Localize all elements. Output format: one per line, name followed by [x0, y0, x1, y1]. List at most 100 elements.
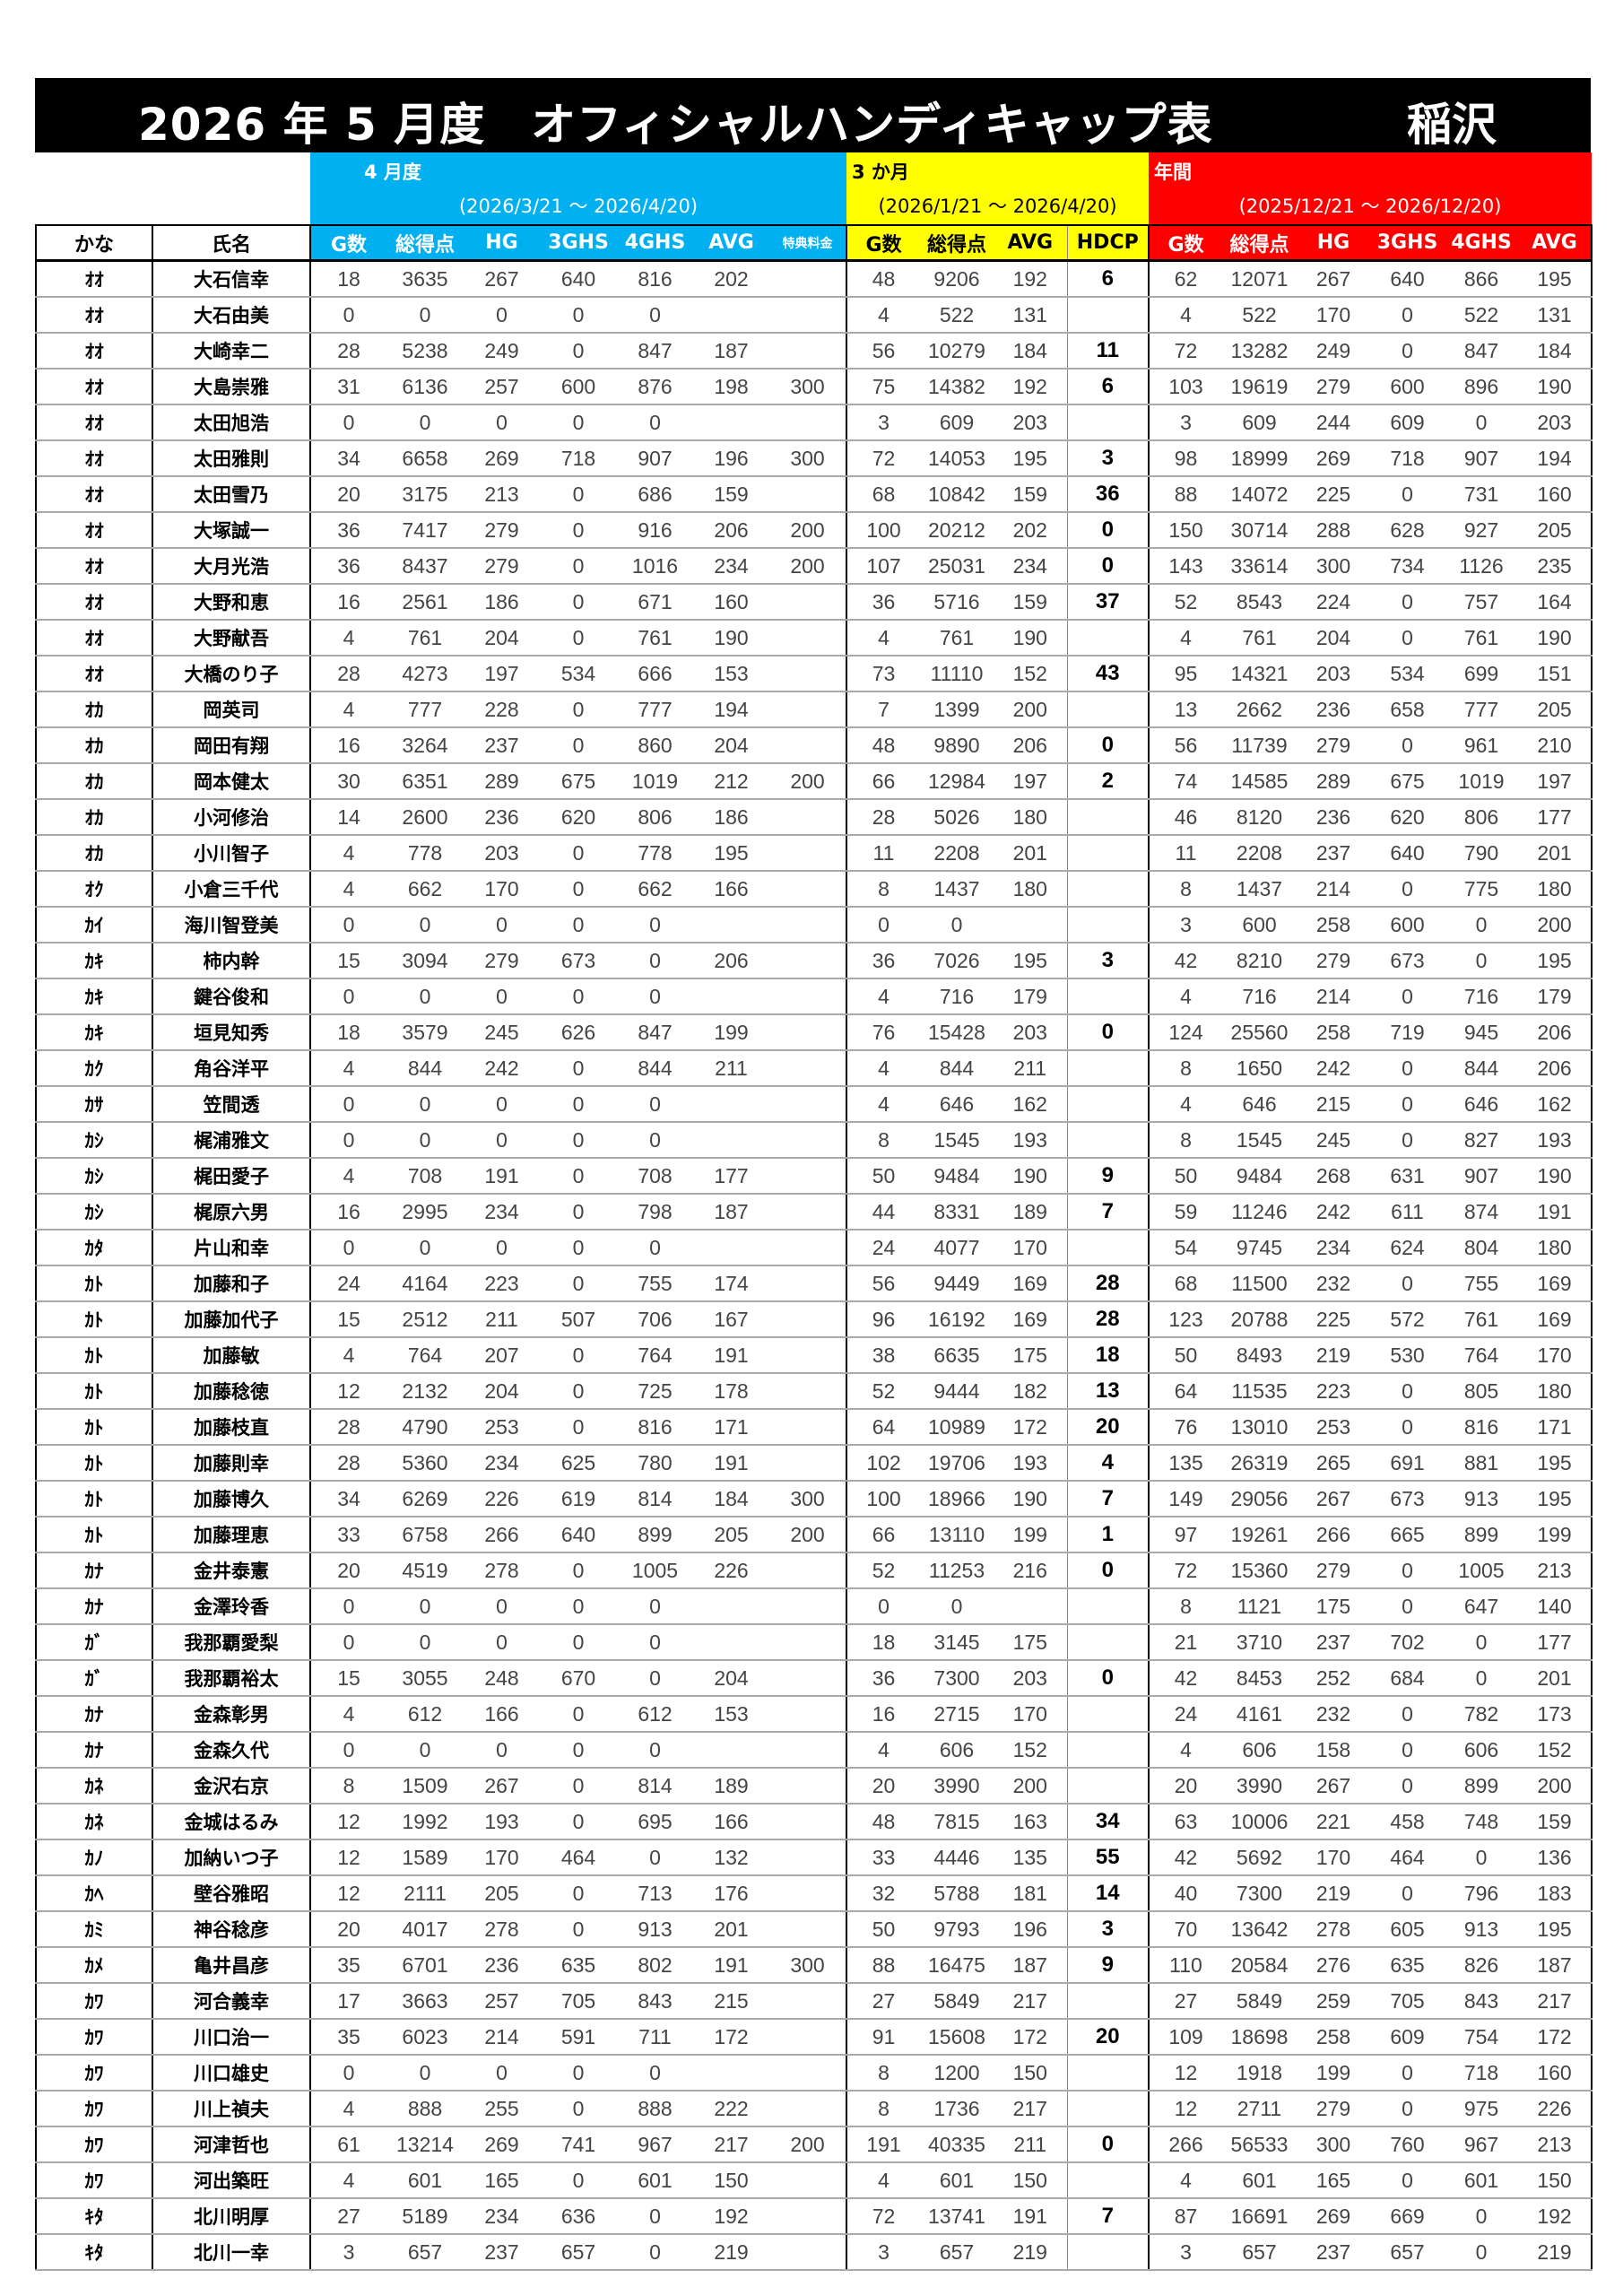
value-cell — [693, 297, 769, 334]
value-cell: 716 — [1445, 978, 1518, 1015]
table-row: ｶｲ 海川智登美 0 0 0 0 0 0 0 3 600 258 600 0 200 — [35, 907, 1593, 944]
hdcp-cell — [1066, 1230, 1149, 1266]
value-cell: 206 — [994, 727, 1067, 764]
value-cell: 150 — [994, 2162, 1067, 2199]
value-cell: 170 — [1518, 1337, 1593, 1374]
value-cell: 635 — [540, 1947, 617, 1984]
value-cell: 170 — [1297, 297, 1370, 334]
value-cell: 1437 — [920, 871, 994, 908]
value-cell: 166 — [693, 871, 769, 908]
value-cell: 2711 — [1222, 2091, 1297, 2127]
kana-cell: ｶｷ — [35, 978, 152, 1015]
value-cell: 967 — [1445, 2126, 1518, 2163]
value-cell: 12 — [309, 1875, 386, 1912]
value-cell: 530 — [1370, 1337, 1445, 1374]
value-cell: 19619 — [1222, 369, 1297, 405]
value-cell: 725 — [617, 1373, 693, 1410]
name-cell: 梶浦雅文 — [152, 1122, 310, 1159]
name-cell: 大野献吾 — [152, 620, 310, 657]
value-cell: 0 — [386, 2055, 464, 2092]
value-cell: 4 — [1148, 978, 1222, 1015]
value-cell: 4 — [309, 835, 386, 872]
value-cell: 6136 — [386, 369, 464, 405]
value-cell: 8 — [309, 1768, 386, 1805]
value-cell: 1545 — [1222, 1122, 1297, 1159]
value-cell: 214 — [1297, 978, 1370, 1015]
value-cell: 9745 — [1222, 1230, 1297, 1266]
value-cell — [769, 260, 846, 298]
name-cell: 加藤枝直 — [152, 1409, 310, 1446]
value-cell: 636 — [540, 2198, 617, 2235]
value-cell: 184 — [994, 333, 1067, 370]
value-cell: 967 — [617, 2126, 693, 2163]
value-cell: 7815 — [920, 1804, 994, 1840]
value-cell: 174 — [693, 1265, 769, 1302]
kana-cell: ｶﾒ — [35, 1947, 152, 1984]
value-cell: 2600 — [386, 799, 464, 836]
value-cell: 199 — [994, 1517, 1067, 1553]
value-cell: 600 — [540, 369, 617, 405]
table-row: ｶﾒ 亀井昌彦 35 6701 236 635 802 191 300 88 16475 187 9 11… — [35, 1947, 1593, 1984]
value-cell: 11110 — [920, 656, 994, 692]
value-cell: 72 — [1148, 1552, 1222, 1589]
value-cell — [769, 871, 846, 908]
value-cell: 1437 — [1222, 871, 1297, 908]
value-cell: 601 — [386, 2162, 464, 2199]
value-cell: 269 — [1297, 440, 1370, 477]
value-cell: 780 — [617, 1445, 693, 1482]
value-cell: 3 — [1148, 404, 1222, 441]
value-cell: 56 — [846, 333, 920, 370]
value-cell: 36 — [309, 512, 386, 549]
value-cell: 673 — [1370, 943, 1445, 979]
value-cell: 18 — [309, 1014, 386, 1051]
value-cell: 0 — [540, 1588, 617, 1625]
column-header-row: かな 氏名 G数 総得点 HG 3GHS 4GHS AVG 特典料金 G数 総得点 AVG HDCP G数… — [35, 224, 1593, 262]
value-cell: 0 — [464, 404, 540, 441]
value-cell: 24 — [846, 1230, 920, 1266]
value-cell — [769, 476, 846, 513]
value-cell: 4 — [846, 620, 920, 657]
table-row: ｶﾜ 河合義幸 17 3663 257 705 843 215 27 5849 217 27 5849 2… — [35, 1983, 1593, 2020]
table-row: ｶﾄ 加藤敏 4 764 207 0 764 191 38 6635 175 18 50 8493 219 5… — [35, 1337, 1593, 1374]
value-cell: 778 — [386, 835, 464, 872]
name-cell: 加藤理恵 — [152, 1517, 310, 1553]
kana-cell: ｶﾈ — [35, 1768, 152, 1805]
value-cell: 0 — [846, 907, 920, 944]
value-cell: 816 — [617, 1409, 693, 1446]
value-cell: 3055 — [386, 1660, 464, 1697]
value-cell: 35 — [309, 2019, 386, 2056]
value-cell — [769, 2055, 846, 2092]
value-cell: 151 — [1518, 656, 1593, 692]
hdcp-cell: 2 — [1066, 763, 1149, 800]
value-cell: 4790 — [386, 1409, 464, 1446]
value-cell: 36 — [846, 584, 920, 621]
value-cell: 288 — [1297, 512, 1370, 549]
value-cell: 195 — [1518, 1911, 1593, 1948]
name-cell: 小河修治 — [152, 799, 310, 836]
value-cell: 204 — [1297, 620, 1370, 657]
value-cell: 12071 — [1222, 260, 1297, 298]
hdcp-cell: 20 — [1066, 1409, 1149, 1446]
value-cell: 169 — [1518, 1265, 1593, 1302]
value-cell: 183 — [1518, 1875, 1593, 1912]
value-cell: 0 — [1370, 2091, 1445, 2127]
value-cell — [769, 620, 846, 657]
value-cell — [769, 2019, 846, 2056]
table-row: ｶﾐ 神谷稔彦 20 4017 278 0 913 201 50 9793 196 3 70 13642 2… — [35, 1911, 1593, 1948]
value-cell: 66 — [846, 1517, 920, 1553]
value-cell: 68 — [1148, 1265, 1222, 1302]
kana-cell: ｵｵ — [35, 440, 152, 477]
value-cell: 98 — [1148, 440, 1222, 477]
value-cell: 166 — [464, 1696, 540, 1733]
value-cell: 6701 — [386, 1947, 464, 1984]
kana-cell: ｶﾍ — [35, 1875, 152, 1912]
value-cell: 775 — [1445, 871, 1518, 908]
value-cell: 860 — [617, 727, 693, 764]
value-cell: 36 — [309, 548, 386, 585]
value-cell: 896 — [1445, 369, 1518, 405]
value-cell: 0 — [1370, 1122, 1445, 1159]
kana-cell: ｵｶ — [35, 727, 152, 764]
value-cell: 601 — [1445, 2162, 1518, 2199]
hdcp-cell: 0 — [1066, 512, 1149, 549]
value-cell: 2995 — [386, 1194, 464, 1231]
